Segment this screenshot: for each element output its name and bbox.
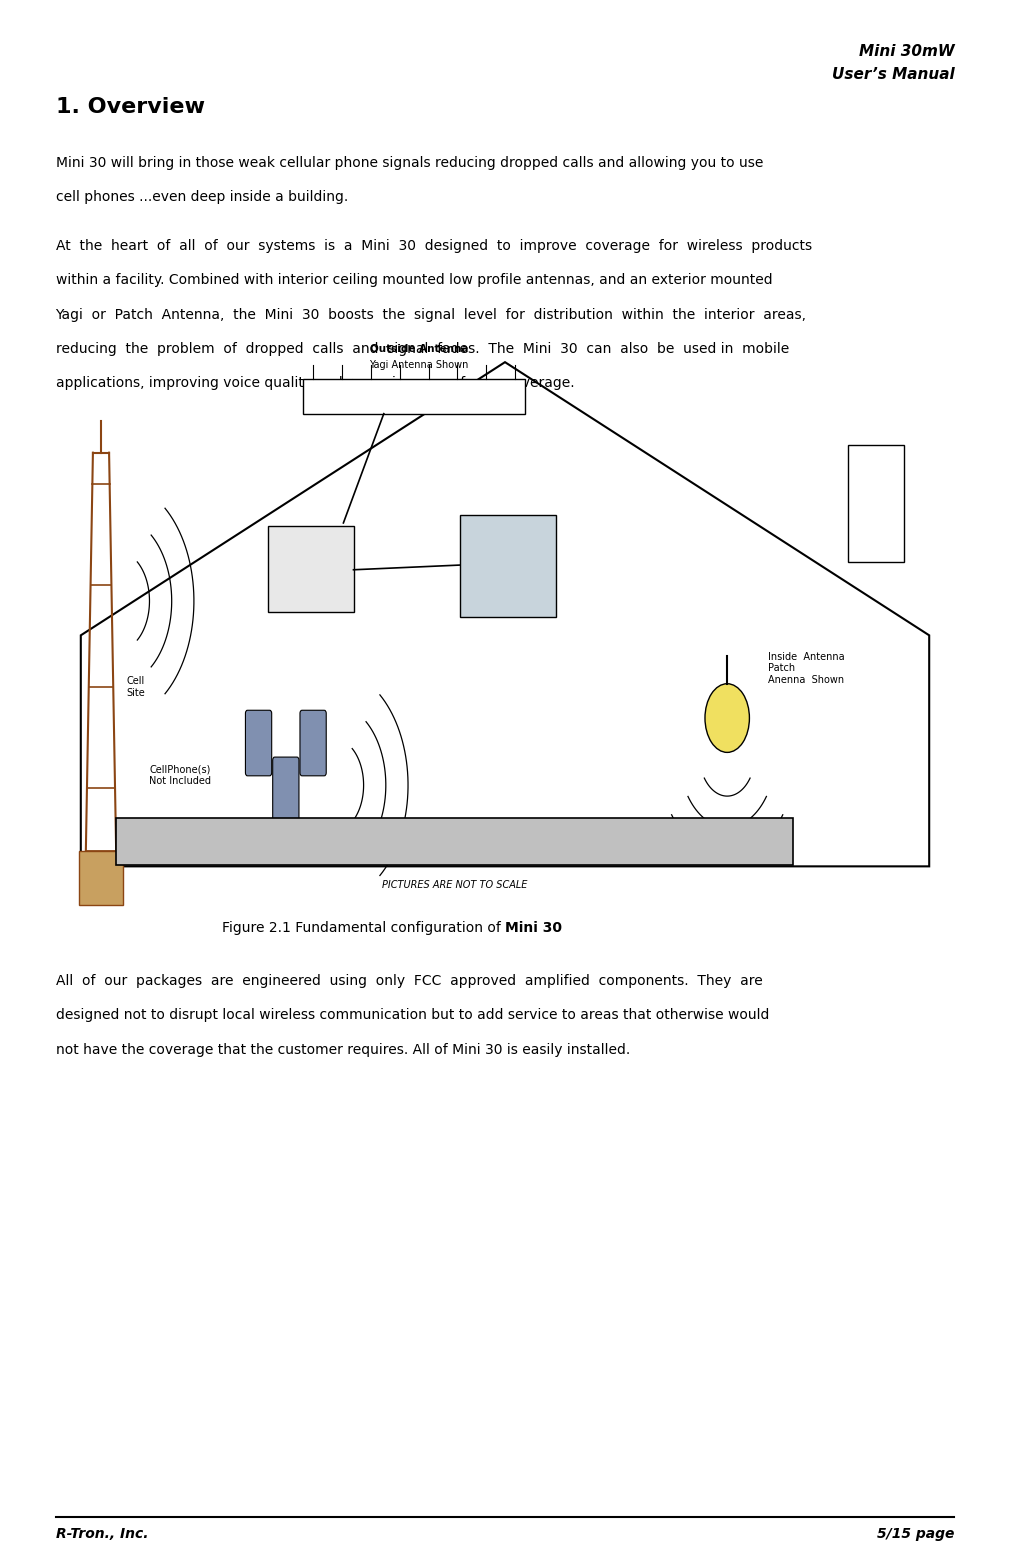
- Text: designed not to disrupt local wireless communication but to add service to areas: designed not to disrupt local wireless c…: [56, 1008, 769, 1022]
- Text: Mini 30: Mini 30: [505, 921, 562, 935]
- Text: 5/15 page: 5/15 page: [877, 1527, 954, 1541]
- Text: Outside Antenna: Outside Antenna: [370, 345, 469, 354]
- FancyBboxPatch shape: [273, 757, 299, 823]
- Text: Inside  Antenna
Patch
Anenna  Shown: Inside Antenna Patch Anenna Shown: [768, 651, 844, 685]
- Text: Yagi  or  Patch  Antenna,  the  Mini  30  boosts  the  signal  level  for  distr: Yagi or Patch Antenna, the Mini 30 boost…: [56, 308, 807, 322]
- Text: Figure 2.1 Fundamental configuration of: Figure 2.1 Fundamental configuration of: [222, 921, 505, 935]
- FancyBboxPatch shape: [79, 851, 123, 905]
- Text: AC/DC
converter: AC/DC converter: [289, 553, 333, 571]
- Text: No  Physical  Antenna  Connection  to  Cellphone: No Physical Antenna Connection to Cellph…: [324, 852, 585, 860]
- Text: CellPhone(s)
Not Included: CellPhone(s) Not Included: [148, 765, 211, 787]
- FancyBboxPatch shape: [848, 445, 904, 562]
- Text: Mini 30 will bring in those weak cellular phone signals reducing dropped calls a: Mini 30 will bring in those weak cellula…: [56, 156, 763, 170]
- Text: not have the coverage that the customer requires. All of Mini 30 is easily insta: not have the coverage that the customer …: [56, 1043, 630, 1057]
- Text: Mini  30: Mini 30: [488, 560, 528, 570]
- Text: reducing  the  problem  of  dropped  calls  and  signal  fades.  The  Mini  30  : reducing the problem of dropped calls an…: [56, 342, 789, 356]
- Text: At  the  heart  of  all  of  our  systems  is  a  Mini  30  designed  to  improv: At the heart of all of our systems is a …: [56, 239, 812, 253]
- FancyBboxPatch shape: [245, 710, 272, 776]
- FancyBboxPatch shape: [300, 710, 326, 776]
- Text: PICTURES ARE NOT TO SCALE: PICTURES ARE NOT TO SCALE: [382, 880, 527, 890]
- FancyBboxPatch shape: [268, 526, 354, 612]
- Text: Wireless  Operation: Wireless Operation: [400, 835, 509, 846]
- Text: applications, improving voice quality and range in areas of poor coverage.: applications, improving voice quality an…: [56, 376, 574, 390]
- Text: R-Tron., Inc.: R-Tron., Inc.: [56, 1527, 148, 1541]
- Text: within a facility. Combined with interior ceiling mounted low profile antennas, : within a facility. Combined with interio…: [56, 273, 773, 287]
- Text: All  of  our  packages  are  engineered  using  only  FCC  approved  amplified  : All of our packages are engineered using…: [56, 974, 763, 988]
- Circle shape: [705, 684, 749, 752]
- Text: 1. Overview: 1. Overview: [56, 97, 205, 117]
- Text: Cell
Site: Cell Site: [126, 676, 145, 698]
- FancyBboxPatch shape: [303, 379, 525, 414]
- Text: User’s Manual: User’s Manual: [831, 67, 954, 83]
- Text: Yagi Antenna Shown: Yagi Antenna Shown: [370, 361, 469, 370]
- Text: cell phones ...even deep inside a building.: cell phones ...even deep inside a buildi…: [56, 190, 347, 204]
- Text: Mini 30mW: Mini 30mW: [858, 44, 954, 59]
- FancyBboxPatch shape: [116, 818, 793, 865]
- FancyBboxPatch shape: [460, 515, 556, 617]
